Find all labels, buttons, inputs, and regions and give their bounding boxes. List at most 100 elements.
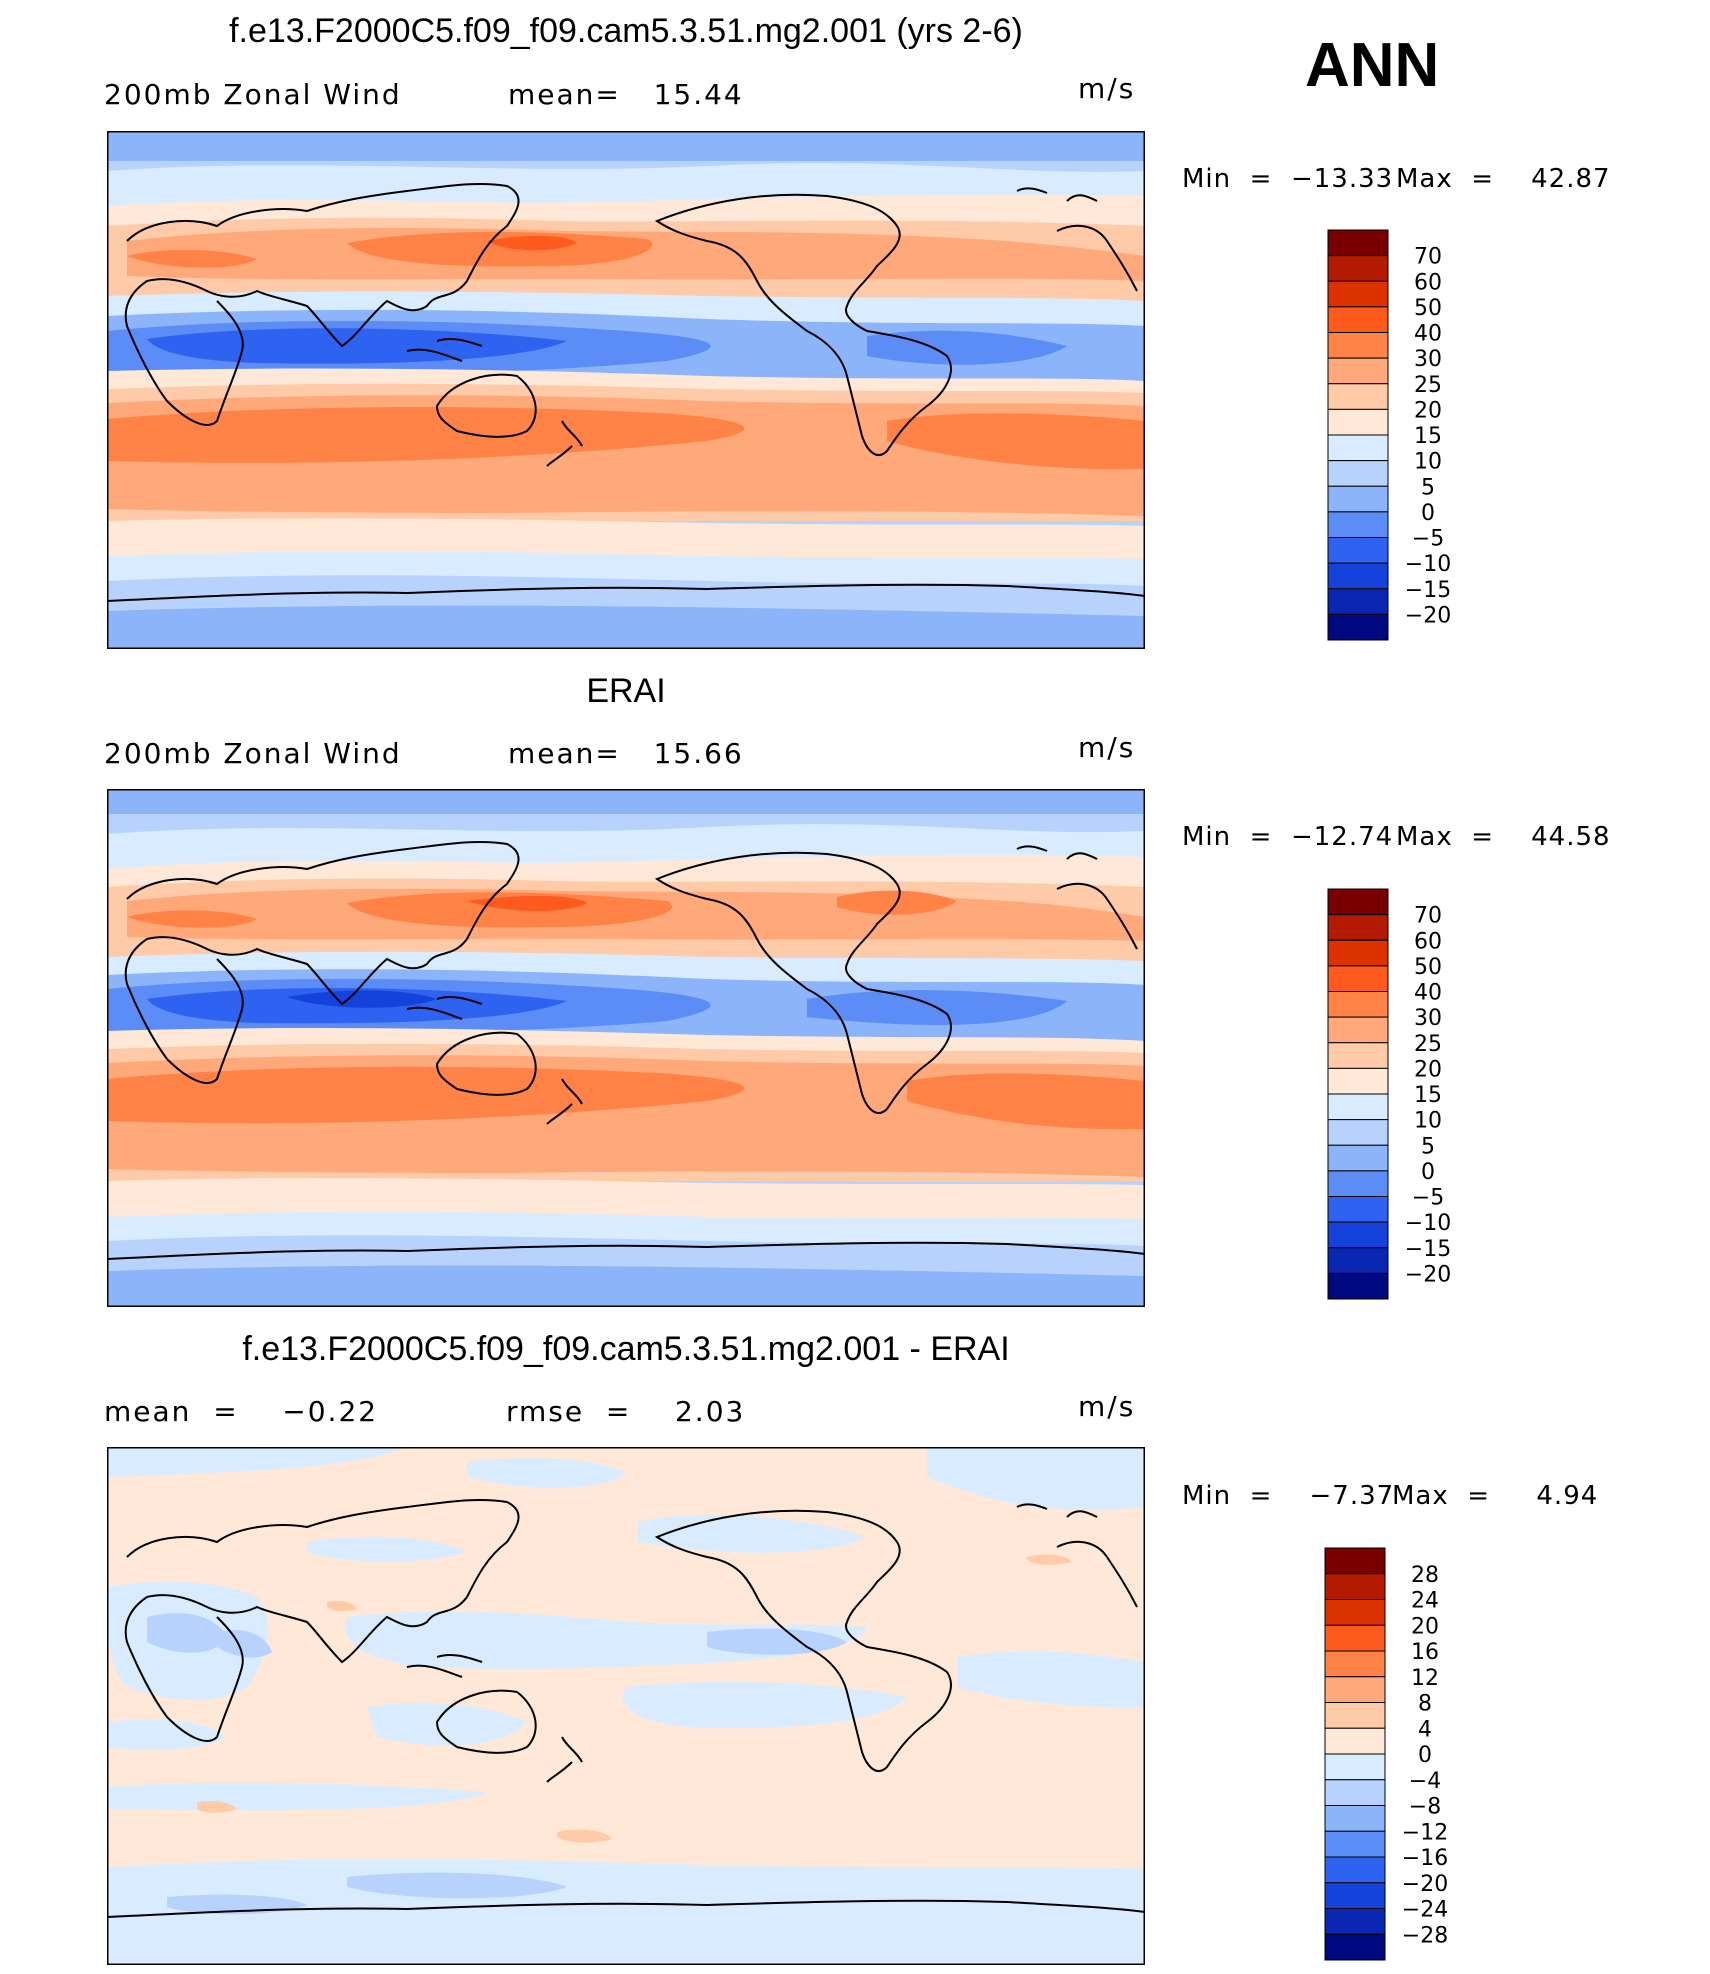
colorbar-tick-label: 50 — [1414, 955, 1442, 980]
colorbar-tick-label: 20 — [1414, 1057, 1442, 1082]
colorbar-tick-label: −4 — [1409, 1769, 1441, 1794]
colorbar-tick-label: 4 — [1418, 1717, 1432, 1742]
colorbar-swatch — [1327, 280, 1389, 308]
panel-3-map — [107, 1447, 1145, 1965]
colorbar-swatch — [1327, 1170, 1389, 1197]
panel-2-mean-label: mean= 15.66 — [508, 737, 744, 770]
colorbar-swatch — [1327, 511, 1389, 538]
colorbar-swatch — [1327, 613, 1389, 641]
panel-2-max-label: Max = 44.58 — [1396, 822, 1611, 852]
colorbar-swatch — [1324, 1908, 1386, 1935]
panel-1-mean-label: mean= 15.44 — [508, 78, 744, 111]
panel-3-title: f.e13.F2000C5.f09_f09.cam5.3.51.mg2.001 … — [242, 1330, 1010, 1368]
colorbar-swatch — [1324, 1573, 1386, 1600]
colorbar-swatch — [1327, 991, 1389, 1018]
colorbar-tick-label: 25 — [1414, 1032, 1442, 1057]
colorbar-tick-label: −5 — [1412, 527, 1444, 552]
colorbar-tick-label: −28 — [1402, 1923, 1448, 1948]
colorbar-swatch — [1324, 1650, 1386, 1678]
colorbar-tick-label: 12 — [1411, 1666, 1439, 1691]
colorbar-swatch — [1324, 1753, 1386, 1781]
panel-1-map — [107, 131, 1145, 649]
colorbar-tick-label: 24 — [1411, 1589, 1439, 1614]
colorbar-swatch — [1327, 1093, 1389, 1121]
panel-2-colorbar: 70 60 50 40 30 25 20 15 10 5 0 −5 −10 −15 −20 — [1326, 888, 1466, 1300]
colorbar-tick-label: 0 — [1421, 501, 1435, 526]
panel-1-max-label: Max = 42.87 — [1396, 164, 1611, 194]
colorbar-tick-label: 40 — [1414, 981, 1442, 1006]
panel-3-max-label: Max = 4.94 — [1392, 1481, 1599, 1511]
panel-1-min-label: Min = −13.33 — [1182, 164, 1394, 194]
colorbar-tick-label: 0 — [1421, 1160, 1435, 1185]
colorbar-tick-label: −20 — [1405, 1262, 1451, 1287]
colorbar-swatch — [1327, 939, 1389, 967]
panel-2-units-label: m/s — [1078, 731, 1136, 764]
colorbar-swatch — [1327, 965, 1389, 992]
colorbar-swatch — [1324, 1779, 1386, 1806]
colorbar-tick-label: −16 — [1402, 1846, 1448, 1871]
panel-3-mean-label: mean = −0.22 — [104, 1395, 379, 1428]
panel-3-units-label: m/s — [1078, 1390, 1136, 1423]
colorbar-tick-label: −10 — [1405, 1211, 1451, 1236]
colorbar-tick-label: 10 — [1414, 450, 1442, 475]
colorbar-swatch — [1327, 255, 1389, 282]
colorbar-tick-label: 5 — [1421, 475, 1435, 500]
colorbar-swatch — [1327, 1067, 1389, 1095]
colorbar-tick-label: 60 — [1414, 270, 1442, 295]
colorbar-tick-label: 15 — [1414, 424, 1442, 449]
colorbar-swatch — [1324, 1676, 1386, 1703]
colorbar-tick-label: 15 — [1414, 1083, 1442, 1108]
colorbar-swatch — [1324, 1856, 1386, 1884]
colorbar-tick-label: −24 — [1402, 1898, 1448, 1923]
season-label: ANN — [1305, 31, 1440, 100]
panel-3-colorbar: 28 24 20 16 12 8 4 0 −4 −8 −12 −16 −20 −24 −28 — [1323, 1547, 1463, 1961]
colorbar-swatch — [1324, 1547, 1386, 1575]
colorbar-swatch — [1327, 588, 1389, 615]
panel-1-variable-label: 200mb Zonal Wind — [104, 78, 402, 111]
colorbar-tick-label: 8 — [1418, 1692, 1432, 1717]
colorbar-tick-label: 70 — [1414, 245, 1442, 270]
colorbar-swatch — [1327, 1196, 1389, 1223]
colorbar-tick-label: 50 — [1414, 296, 1442, 321]
colorbar-swatch — [1324, 1805, 1386, 1832]
colorbar-tick-label: 16 — [1411, 1640, 1439, 1665]
colorbar-swatch — [1327, 485, 1389, 513]
panel-2-title: ERAI — [586, 672, 666, 710]
colorbar-swatch — [1327, 383, 1389, 410]
colorbar-swatch — [1324, 1702, 1386, 1729]
colorbar-tick-label: 20 — [1414, 398, 1442, 423]
colorbar-tick-label: 30 — [1414, 347, 1442, 372]
colorbar-swatch — [1327, 332, 1389, 359]
colorbar-tick-label: 0 — [1418, 1743, 1432, 1768]
panel-1-units-label: m/s — [1078, 72, 1136, 105]
colorbar-swatch — [1327, 229, 1389, 257]
colorbar-tick-label: −10 — [1405, 552, 1451, 577]
colorbar-swatch — [1324, 1599, 1386, 1626]
colorbar-tick-label: 70 — [1414, 904, 1442, 929]
colorbar-tick-label: −8 — [1409, 1795, 1441, 1820]
colorbar-tick-label: 40 — [1414, 322, 1442, 347]
panel-2-variable-label: 200mb Zonal Wind — [104, 737, 402, 770]
colorbar-swatch — [1327, 408, 1389, 436]
panel-3-rmse-label: rmse = 2.03 — [506, 1395, 746, 1428]
colorbar-tick-label: 28 — [1411, 1563, 1439, 1588]
colorbar-swatch — [1327, 914, 1389, 941]
colorbar-tick-label: 10 — [1414, 1109, 1442, 1134]
colorbar-swatch — [1327, 434, 1389, 462]
colorbar-tick-label: −20 — [1402, 1872, 1448, 1897]
panel-2-min-label: Min = −12.74 — [1182, 822, 1394, 852]
colorbar-swatch — [1327, 1144, 1389, 1172]
colorbar-tick-label: 30 — [1414, 1006, 1442, 1031]
colorbar-swatch — [1327, 460, 1389, 487]
colorbar-tick-label: −5 — [1412, 1186, 1444, 1211]
colorbar-tick-label: 5 — [1421, 1134, 1435, 1159]
colorbar-tick-label: −15 — [1405, 578, 1451, 603]
colorbar-tick-label: −15 — [1405, 1237, 1451, 1262]
colorbar-swatch — [1324, 1882, 1386, 1909]
colorbar-swatch — [1327, 1016, 1389, 1044]
colorbar-tick-label: 60 — [1414, 929, 1442, 954]
panel-1-title: f.e13.F2000C5.f09_f09.cam5.3.51.mg2.001 … — [229, 12, 1023, 50]
colorbar-tick-label: −12 — [1402, 1820, 1448, 1845]
colorbar-swatch — [1324, 1830, 1386, 1858]
colorbar-swatch — [1327, 1272, 1389, 1300]
